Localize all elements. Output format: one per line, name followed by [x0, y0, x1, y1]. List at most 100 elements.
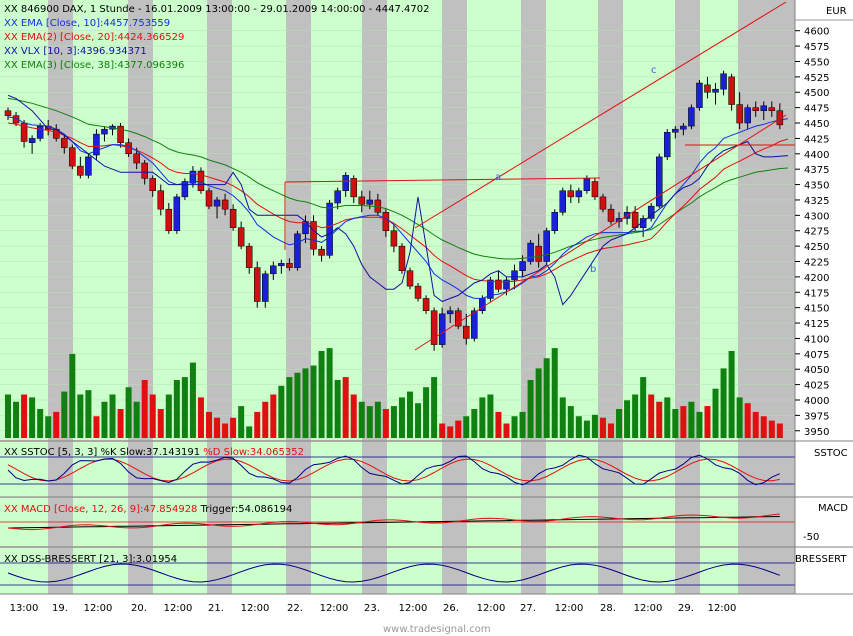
candle-body	[591, 181, 599, 198]
price-tick-label: 4250	[804, 242, 829, 253]
volume-bar	[77, 394, 84, 438]
volume-bar	[431, 377, 438, 438]
candles	[4, 70, 784, 351]
volume-bar	[752, 411, 759, 438]
session-band	[521, 0, 546, 594]
time-tick-label: 23.	[364, 603, 380, 614]
time-tick-label: 12:00	[241, 603, 270, 614]
time-tick-label: 29.	[678, 603, 694, 614]
candle-body	[213, 199, 221, 207]
candle-body	[680, 125, 687, 130]
candle-body	[720, 73, 727, 90]
volume-bar	[535, 368, 542, 438]
volume-bar	[125, 387, 132, 438]
volume-bar	[366, 406, 373, 438]
volume-bar	[696, 411, 703, 438]
price-tick-label: 4075	[804, 350, 829, 361]
volume-bar	[471, 409, 478, 438]
volume-bar	[189, 362, 196, 438]
price-tick-label: 4025	[804, 381, 829, 392]
volume-bar	[302, 368, 309, 438]
vlx-line	[7, 94, 788, 306]
price-tick-label: 3975	[804, 411, 829, 422]
chart-title: XX 846900 DAX, 1 Stunde - 16.01.2009 13:…	[4, 4, 429, 15]
candle-body	[318, 248, 325, 256]
volume-bar	[543, 358, 550, 438]
legend-ema10: XX EMA [Close, 10]:4457.753559	[4, 18, 170, 29]
price-tick-label: 4150	[804, 304, 829, 315]
volume-bar	[736, 397, 743, 438]
volume-bars	[5, 348, 783, 438]
macd-trigger-line	[7, 516, 780, 529]
candle-body	[487, 279, 494, 299]
volume-bar	[61, 391, 68, 438]
legend-ema38: XX EMA(3) [Close, 38]:4377.096396	[4, 60, 184, 71]
price-tick-label: 4350	[804, 181, 829, 192]
candle-body	[197, 170, 205, 191]
price-tick-label: 4475	[804, 104, 829, 115]
candle-body	[149, 178, 156, 191]
volume-bar	[13, 401, 20, 438]
candle-body	[406, 270, 414, 287]
volume-bar	[575, 416, 582, 438]
volume-bar	[37, 409, 44, 438]
candle-body	[728, 76, 735, 105]
candle-body	[511, 270, 518, 281]
volume-bar	[53, 411, 60, 438]
volume-bar	[342, 377, 349, 438]
volume-bar	[222, 423, 229, 438]
candle-body	[567, 190, 575, 198]
time-tick-label: 12:00	[477, 603, 506, 614]
session-shading	[48, 0, 795, 594]
price-tick-label: 4425	[804, 134, 829, 145]
session-band	[362, 0, 387, 594]
volume-bar	[334, 380, 341, 438]
candle-body	[12, 115, 20, 124]
volume-bar	[479, 397, 486, 438]
price-tick-label: 4600	[804, 27, 829, 38]
volume-bar	[326, 348, 333, 438]
price-tick-label: 4275	[804, 227, 829, 238]
price-tick-label: 4050	[804, 365, 829, 376]
volume-bar	[197, 397, 204, 438]
time-tick-label: 12:00	[634, 603, 663, 614]
price-tick-label: 4450	[804, 119, 829, 130]
candle-body	[615, 218, 623, 222]
candle-body	[245, 245, 253, 268]
volume-bar	[246, 426, 253, 438]
volume-bar	[69, 353, 76, 438]
session-band	[207, 0, 232, 594]
sstoc-lines	[0, 454, 795, 486]
grid-lines	[0, 30, 795, 432]
volume-bar	[318, 351, 325, 438]
candle-body	[181, 181, 189, 198]
candle-body	[69, 147, 76, 167]
volume-bar	[181, 377, 188, 438]
candle-body	[639, 218, 647, 228]
volume-bar	[656, 401, 663, 438]
candle-body	[390, 230, 398, 247]
volume-bar	[463, 416, 470, 438]
candle-body	[543, 230, 550, 262]
volume-bar	[439, 423, 446, 438]
candle-body	[310, 221, 317, 250]
volume-bar	[165, 394, 172, 438]
volume-bar	[390, 406, 397, 438]
volume-bar	[29, 397, 36, 438]
candle-body	[4, 110, 12, 116]
volume-bar	[85, 390, 92, 438]
candle-body	[503, 279, 510, 290]
watermark: www.tradesignal.com	[383, 624, 491, 635]
candle-body	[117, 125, 124, 143]
candle-body	[744, 107, 751, 124]
candle-body	[173, 196, 181, 231]
right-axis-bg	[795, 0, 853, 594]
volume-bar	[591, 414, 598, 438]
time-tick-label: 27.	[520, 603, 536, 614]
candle-body	[647, 205, 655, 219]
volume-bar	[117, 409, 124, 438]
volume-bar	[382, 409, 389, 438]
dss-axis-label: BRESSERT	[795, 554, 847, 565]
time-tick-label: 20.	[131, 603, 147, 614]
sstoc-d-line	[7, 458, 780, 482]
